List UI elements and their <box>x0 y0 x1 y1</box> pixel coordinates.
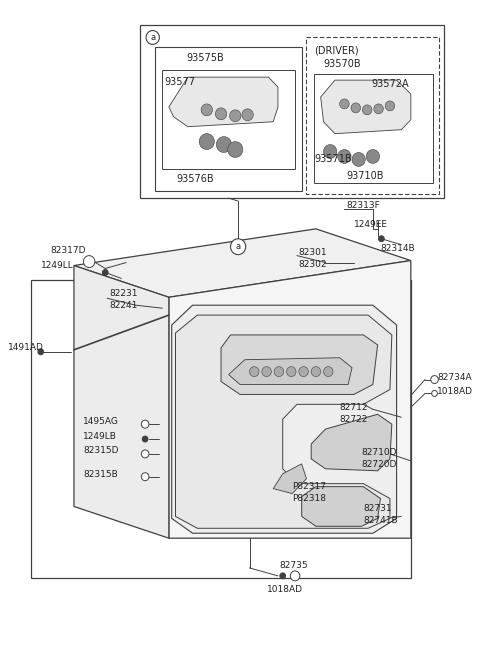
Circle shape <box>274 367 284 377</box>
Circle shape <box>102 269 108 276</box>
Circle shape <box>374 104 384 114</box>
Circle shape <box>299 367 308 377</box>
Circle shape <box>324 367 333 377</box>
Text: 82315B: 82315B <box>84 470 118 479</box>
Circle shape <box>38 349 44 355</box>
Text: a: a <box>236 242 240 251</box>
Polygon shape <box>74 265 169 538</box>
Polygon shape <box>169 77 278 126</box>
Polygon shape <box>321 80 411 134</box>
Text: 82735: 82735 <box>280 561 309 571</box>
Bar <box>140 25 444 198</box>
Text: 82241: 82241 <box>109 301 137 310</box>
Text: 82314B: 82314B <box>381 244 415 253</box>
Text: 93576B: 93576B <box>177 174 214 184</box>
Text: 82315D: 82315D <box>84 447 119 455</box>
Polygon shape <box>221 335 378 394</box>
Text: 1491AD: 1491AD <box>8 343 43 352</box>
Text: 1249LB: 1249LB <box>84 432 117 441</box>
Text: 82302: 82302 <box>299 260 327 269</box>
Circle shape <box>201 104 213 116</box>
Circle shape <box>199 134 215 149</box>
Circle shape <box>366 149 380 163</box>
Text: 1249EE: 1249EE <box>354 220 388 229</box>
Text: 93577: 93577 <box>164 77 195 87</box>
Circle shape <box>340 99 349 109</box>
Circle shape <box>250 367 259 377</box>
Circle shape <box>141 473 149 481</box>
Bar <box>314 74 432 183</box>
Circle shape <box>311 367 321 377</box>
Polygon shape <box>74 229 411 297</box>
Circle shape <box>352 153 365 166</box>
Circle shape <box>242 109 253 121</box>
Text: 1018AD: 1018AD <box>266 586 302 594</box>
Circle shape <box>338 149 351 163</box>
Circle shape <box>141 450 149 458</box>
Text: 1018AD: 1018AD <box>437 387 473 396</box>
Text: 1249LL: 1249LL <box>41 261 73 270</box>
Text: 93571B: 93571B <box>314 155 352 164</box>
Text: 82734A: 82734A <box>437 373 472 382</box>
Circle shape <box>280 573 286 579</box>
Circle shape <box>228 141 243 157</box>
Polygon shape <box>302 487 381 527</box>
Circle shape <box>290 571 300 581</box>
Text: 93572A: 93572A <box>371 79 408 89</box>
Circle shape <box>287 367 296 377</box>
Text: 82317D: 82317D <box>50 246 86 255</box>
Text: a: a <box>150 33 155 42</box>
Text: 82720D: 82720D <box>361 460 397 470</box>
Text: 82722: 82722 <box>340 415 368 424</box>
Text: 93570B: 93570B <box>324 59 361 69</box>
Circle shape <box>216 137 231 153</box>
Circle shape <box>146 31 159 45</box>
Bar <box>31 280 411 578</box>
Text: 82301: 82301 <box>299 248 327 257</box>
Circle shape <box>379 236 384 242</box>
Text: 93575B: 93575B <box>186 53 224 64</box>
Text: 93710B: 93710B <box>346 172 384 181</box>
Text: 82710D: 82710D <box>361 449 397 457</box>
Polygon shape <box>169 261 411 538</box>
Circle shape <box>142 436 148 442</box>
Circle shape <box>385 101 395 111</box>
Circle shape <box>216 108 227 120</box>
Text: 82731: 82731 <box>363 504 392 513</box>
Text: 82231: 82231 <box>109 289 138 298</box>
Text: 1495AG: 1495AG <box>84 417 120 426</box>
Bar <box>162 70 295 170</box>
Polygon shape <box>311 414 392 471</box>
Circle shape <box>324 145 337 159</box>
Text: 82313F: 82313F <box>346 200 380 210</box>
Polygon shape <box>228 358 352 384</box>
Circle shape <box>229 110 241 122</box>
Polygon shape <box>172 305 396 533</box>
Circle shape <box>431 375 438 384</box>
Circle shape <box>141 421 149 428</box>
Polygon shape <box>176 315 392 529</box>
Circle shape <box>84 255 95 267</box>
Text: P82318: P82318 <box>292 494 326 503</box>
Text: 82741B: 82741B <box>363 516 398 525</box>
Circle shape <box>362 105 372 115</box>
Text: 82712: 82712 <box>340 403 368 412</box>
Text: P82317: P82317 <box>292 482 326 491</box>
Bar <box>155 47 302 191</box>
Circle shape <box>432 390 437 396</box>
Circle shape <box>262 367 271 377</box>
Bar <box>306 37 439 194</box>
Circle shape <box>230 239 246 255</box>
Text: (DRIVER): (DRIVER) <box>314 45 359 56</box>
Polygon shape <box>273 464 306 494</box>
Circle shape <box>351 103 360 113</box>
